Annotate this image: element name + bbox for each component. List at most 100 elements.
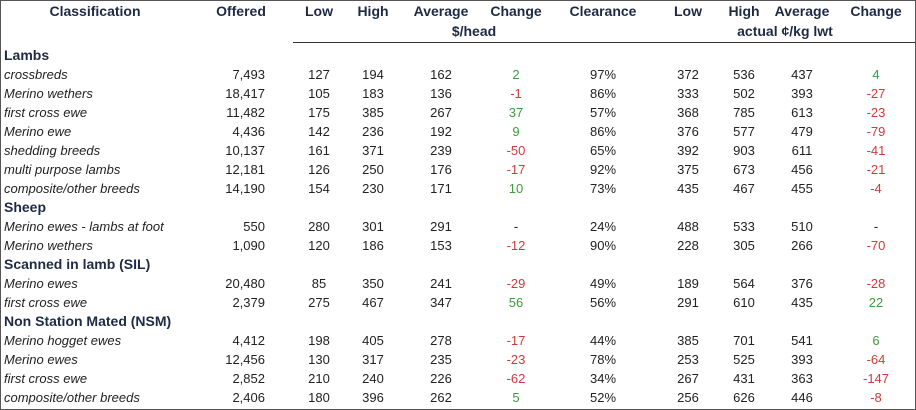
cell-high: 385 [362, 105, 384, 120]
section-title: Sheep [4, 199, 47, 215]
cell-average-kg: 455 [791, 181, 813, 196]
cell-low: 161 [308, 143, 330, 158]
cell-clearance: 78% [589, 352, 617, 367]
section-title: Lambs [4, 47, 50, 63]
table-row: multi purpose lambs 12,181 126 250 176 -17 92%… [1, 160, 915, 179]
cell-high: 194 [362, 67, 384, 82]
cell-average-kg: 446 [791, 390, 813, 405]
cell-high-kg: 610 [733, 295, 755, 310]
table-row: Merino ewe 4,436 142 236 192 9 86% 376 577 479 -79 [1, 122, 915, 141]
cell-offered: 20,480 [225, 276, 265, 291]
cell-classification: Merino hogget ewes [4, 333, 122, 348]
cell-high: 317 [362, 352, 384, 367]
cell-change-kg: -27 [866, 86, 886, 101]
cell-low: 198 [308, 333, 330, 348]
cell-change-kg: 4 [872, 67, 880, 82]
cell-average: 192 [430, 124, 452, 139]
table-row: Merino ewes - lambs at foot 550 280 301 291 -… [1, 217, 915, 236]
section-title: Scanned in lamb (SIL) [4, 256, 151, 272]
cell-offered: 550 [243, 219, 265, 234]
cell-low: 105 [308, 86, 330, 101]
table-row: composite/other breeds 14,190 154 230 171 10 7… [1, 179, 915, 198]
cell-clearance: 44% [589, 333, 617, 348]
cell-average-kg: 611 [791, 143, 813, 158]
cell-low-kg: 392 [677, 143, 699, 158]
cell-high-kg: 701 [733, 333, 755, 348]
cell-average: 278 [430, 333, 452, 348]
cell-average: 162 [430, 67, 452, 82]
cell-low: 127 [308, 67, 330, 82]
cell-clearance: 49% [589, 276, 617, 291]
cell-low-kg: 376 [677, 124, 699, 139]
cell-change-kg: -28 [866, 276, 886, 291]
cell-change-kg: -79 [866, 124, 886, 139]
cell-change: -50 [506, 143, 526, 158]
cell-classification: Merino ewes [4, 352, 78, 367]
header-change-kg: Change [850, 3, 902, 19]
cell-clearance: 57% [589, 105, 617, 120]
cell-offered: 1,090 [232, 238, 265, 253]
header-classification: Classification [49, 3, 141, 19]
table-row: composite/other breeds 2,406 180 396 262 5 52%… [1, 388, 915, 407]
cell-average-kg: 376 [791, 276, 813, 291]
cell-average: 235 [430, 352, 452, 367]
table-row: Merino wethers 1,090 120 186 153 -12 90% 228 305… [1, 236, 915, 255]
cell-average: 347 [430, 295, 452, 310]
cell-offered: 10,137 [225, 143, 265, 158]
cell-high-kg: 564 [733, 276, 755, 291]
cell-clearance: 73% [589, 181, 617, 196]
cell-high-kg: 785 [733, 105, 755, 120]
cell-change: -23 [506, 352, 526, 367]
cell-high-kg: 903 [733, 143, 755, 158]
table-row: first cross ewe 2,852 210 240 226 -62 34% 267 43… [1, 369, 915, 388]
cell-low: 126 [308, 162, 330, 177]
cell-high-kg: 431 [733, 371, 755, 386]
cell-change: 9 [512, 124, 520, 139]
cell-change: 10 [508, 181, 524, 196]
table-row: first cross ewe 11,482 175 385 267 37 57% 368 78… [1, 103, 915, 122]
cell-high: 371 [362, 143, 384, 158]
cell-offered: 11,482 [226, 105, 265, 120]
cell-low-kg: 267 [677, 371, 699, 386]
cell-low-kg: 253 [677, 352, 699, 367]
cell-change-kg: 22 [868, 295, 884, 310]
cell-change-kg: -41 [866, 143, 886, 158]
cell-offered: 2,379 [232, 295, 265, 310]
header-high: High [357, 3, 389, 19]
cell-low: 275 [308, 295, 330, 310]
table-row: crossbreds 7,493 127 194 162 2 97% 372 536 437 4 [1, 65, 915, 84]
cell-low-kg: 435 [677, 181, 699, 196]
cell-clearance: 86% [589, 86, 617, 101]
section-title: Non Station Mated (NSM) [4, 313, 172, 329]
cell-average-kg: 613 [791, 105, 813, 120]
table-row: Merino wethers 18,417 105 183 136 -1 86% 333 502… [1, 84, 915, 103]
cell-average-kg: 437 [791, 67, 813, 82]
cell-average: 226 [430, 371, 452, 386]
header-average: Average [413, 3, 469, 19]
header-spacer [1, 23, 189, 43]
cell-low-kg: 372 [677, 67, 699, 82]
cell-change-kg: -23 [866, 105, 886, 120]
cell-change: 37 [508, 105, 524, 120]
cell-high-kg: 502 [733, 86, 755, 101]
cell-high: 250 [362, 162, 384, 177]
cell-change-kg: -147 [862, 371, 890, 386]
cell-high: 405 [362, 333, 384, 348]
cell-offered: 4,412 [232, 333, 265, 348]
section-header: Non Station Mated (NSM) [1, 312, 915, 331]
cell-low-kg: 333 [677, 86, 699, 101]
cell-clearance: 24% [589, 219, 617, 234]
table-row: Merino ewes 12,456 130 317 235 -23 78% 253 525 39… [1, 350, 915, 369]
cell-classification: composite/other breeds [4, 390, 140, 405]
header-clearance: Clearance [569, 3, 637, 19]
cell-classification: Merino ewes - lambs at foot [4, 219, 164, 234]
table-row: shedding breeds 10,137 161 371 239 -50 65% 392 9… [1, 141, 915, 160]
header-average-kg: Average [774, 3, 830, 19]
cell-high-kg: 305 [733, 238, 755, 253]
header-spacer [189, 23, 293, 43]
cell-classification: crossbreds [4, 67, 68, 82]
cell-high: 230 [362, 181, 384, 196]
header-high-kg: High [728, 3, 760, 19]
